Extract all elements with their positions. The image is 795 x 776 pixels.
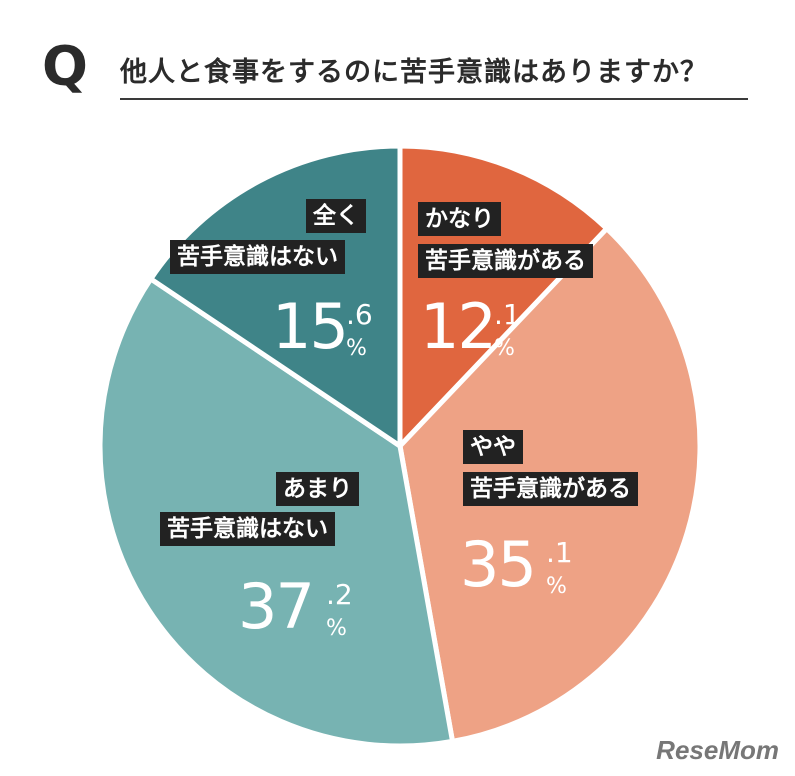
value-integer: 12 bbox=[420, 290, 497, 363]
slice-label-line2: 苦手意識はない bbox=[160, 512, 335, 546]
value-integer: 15 bbox=[272, 290, 349, 363]
slice-value: 35 .1 % bbox=[460, 528, 573, 601]
value-decimal: .6 bbox=[346, 298, 373, 331]
slice-label-line2: 苦手意識がある bbox=[463, 472, 638, 506]
value-decimal: .1 bbox=[546, 536, 573, 569]
slice-label-line1: あまり bbox=[276, 472, 359, 506]
value-unit: % bbox=[546, 574, 567, 599]
value-decimal: .1 bbox=[494, 298, 521, 331]
slice-value: 12 .1 % bbox=[420, 290, 521, 363]
slice-value: 15 .6 % bbox=[272, 290, 373, 363]
slice-label-line1: やや bbox=[463, 430, 523, 464]
slice-label-line1: 全く bbox=[306, 199, 366, 233]
question-title: 他人と食事をするのに苦手意識はありますか？ bbox=[120, 57, 708, 88]
slice-label-line2: 苦手意識がある bbox=[418, 244, 593, 278]
value-unit: % bbox=[494, 336, 515, 361]
slice-value: 37 .2 % bbox=[238, 570, 353, 643]
value-unit: % bbox=[326, 616, 347, 641]
value-decimal: .2 bbox=[326, 578, 353, 611]
title-divider bbox=[120, 98, 748, 100]
value-unit: % bbox=[346, 336, 367, 361]
slice-label-line2: 苦手意識はない bbox=[170, 240, 345, 274]
slice-label-line1: かなり bbox=[418, 202, 501, 236]
resemom-logo: ReseMom bbox=[656, 735, 779, 765]
question-mark-label: Q bbox=[42, 35, 88, 98]
value-integer: 35 bbox=[460, 528, 537, 601]
value-integer: 37 bbox=[238, 570, 315, 643]
